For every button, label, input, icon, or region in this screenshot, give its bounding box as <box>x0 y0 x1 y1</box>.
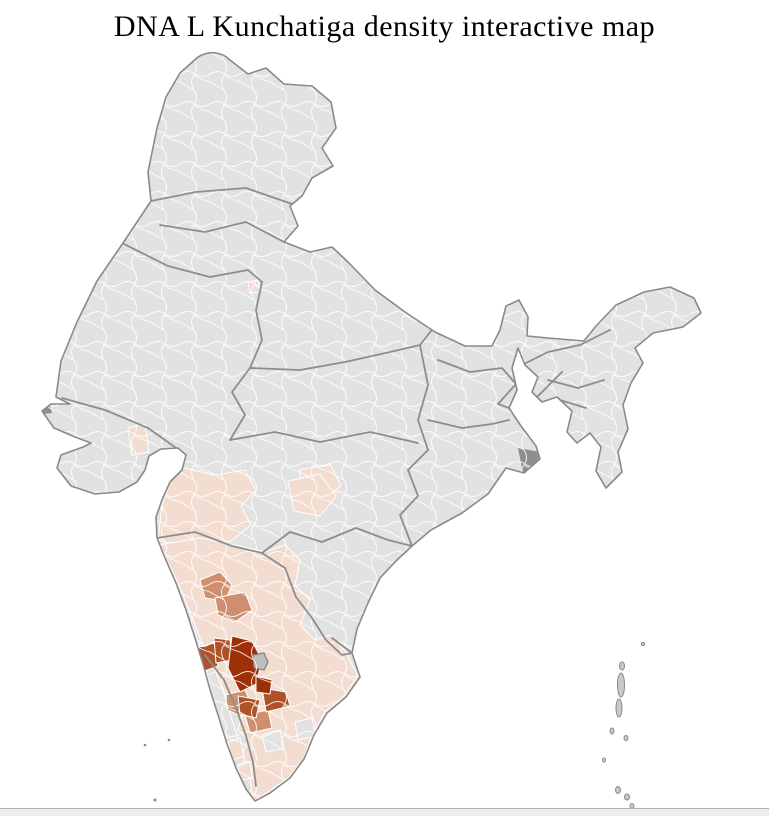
andaman-nicobar-islands <box>602 641 646 808</box>
state-borders <box>61 187 611 787</box>
district-nodata-tn-3[interactable] <box>304 749 327 771</box>
map-container <box>0 46 769 808</box>
lakshadweep-islands <box>143 738 171 802</box>
horizontal-scrollbar[interactable] <box>0 808 769 816</box>
india-choropleth-map[interactable] <box>0 46 769 808</box>
district-grid-overlay <box>42 52 701 801</box>
page-title: DNA L Kunchatiga density interactive map <box>113 10 656 43</box>
